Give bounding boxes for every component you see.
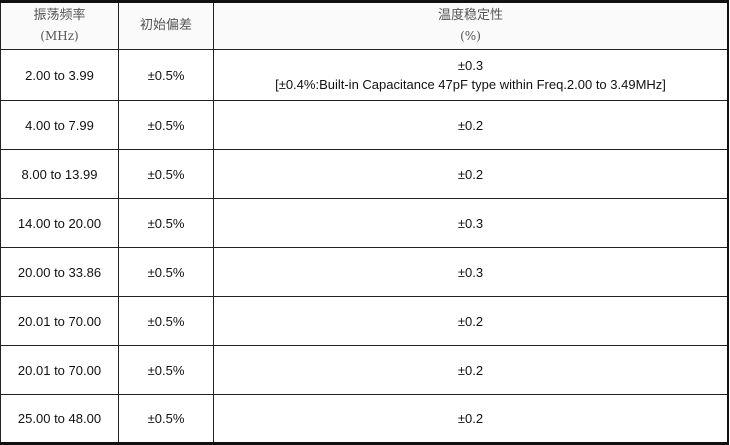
stability-cell: ±0.2 xyxy=(213,100,729,150)
frequency-cell: 4.00 to 7.99 xyxy=(0,100,119,150)
table-row: 8.00 to 13.99 ±0.5% ±0.2 xyxy=(0,149,729,199)
frequency-cell: 20.01 to 70.00 xyxy=(0,296,119,346)
stability-value: ±0.2 xyxy=(457,362,484,378)
stability-cell: ±0.3 xyxy=(213,247,729,297)
stability-value: ±0.2 xyxy=(457,117,484,133)
header-stability: 温度稳定性 (%) xyxy=(213,1,729,50)
frequency-cell: 25.00 to 48.00 xyxy=(0,394,119,444)
stability-value: ±0.3 xyxy=(457,58,484,73)
header-tolerance: 初始偏差 xyxy=(118,1,214,50)
stability-cell: ±0.3 xyxy=(213,198,729,248)
stability-cell: ±0.2 xyxy=(213,345,729,395)
header-label: 振荡频率 xyxy=(33,8,86,23)
header-label: 温度稳定性 xyxy=(437,8,503,23)
tolerance-cell: ±0.5% xyxy=(118,247,214,297)
frequency-cell: 8.00 to 13.99 xyxy=(0,149,119,199)
table-row: 4.00 to 7.99 ±0.5% ±0.2 xyxy=(0,100,729,150)
tolerance-cell: ±0.5% xyxy=(118,149,214,199)
stability-cell: ±0.2 xyxy=(213,296,729,346)
header-frequency: 振荡频率 (MHz) xyxy=(0,1,119,50)
header-unit: (%) xyxy=(460,29,481,43)
frequency-cell: 20.01 to 70.00 xyxy=(0,345,119,395)
tolerance-cell: ±0.5% xyxy=(118,100,214,150)
tolerance-cell: ±0.5% xyxy=(118,49,214,101)
header-unit: (MHz) xyxy=(40,29,79,43)
stability-value: ±0.3 xyxy=(457,264,484,280)
tolerance-cell: ±0.5% xyxy=(118,345,214,395)
frequency-cell: 2.00 to 3.99 xyxy=(0,49,119,101)
tolerance-cell: ±0.5% xyxy=(118,296,214,346)
table-row: 2.00 to 3.99 ±0.5% ±0.3 [±0.4%:Built-in C… xyxy=(0,49,729,101)
header-row: 振荡频率 (MHz) 初始偏差 温度稳定性 (%) xyxy=(0,1,729,50)
frequency-cell: 20.00 to 33.86 xyxy=(0,247,119,297)
table-row: 20.01 to 70.00 ±0.5% ±0.2 xyxy=(0,345,729,395)
stability-cell: ±0.2 xyxy=(213,149,729,199)
table-row: 25.00 to 48.00 ±0.5% ±0.2 xyxy=(0,394,729,444)
frequency-cell: 14.00 to 20.00 xyxy=(0,198,119,248)
stability-cell: ±0.2 xyxy=(213,394,729,444)
stability-value: ±0.2 xyxy=(457,166,484,182)
stability-value: ±0.3 xyxy=(457,215,484,231)
tolerance-cell: ±0.5% xyxy=(118,198,214,248)
header-label: 初始偏差 xyxy=(139,18,192,33)
stability-value: ±0.2 xyxy=(457,411,484,426)
stability-note: [±0.4%:Built-in Capacitance 47pF type wi… xyxy=(275,77,666,92)
stability-cell: ±0.3 [±0.4%:Built-in Capacitance 47pF typ… xyxy=(213,49,729,101)
tolerance-cell: ±0.5% xyxy=(118,394,214,444)
stability-value: ±0.2 xyxy=(457,313,484,329)
table-row: 20.01 to 70.00 ±0.5% ±0.2 xyxy=(0,296,729,346)
table-row: 20.00 to 33.86 ±0.5% ±0.3 xyxy=(0,247,729,297)
table-row: 14.00 to 20.00 ±0.5% ±0.3 xyxy=(0,198,729,248)
